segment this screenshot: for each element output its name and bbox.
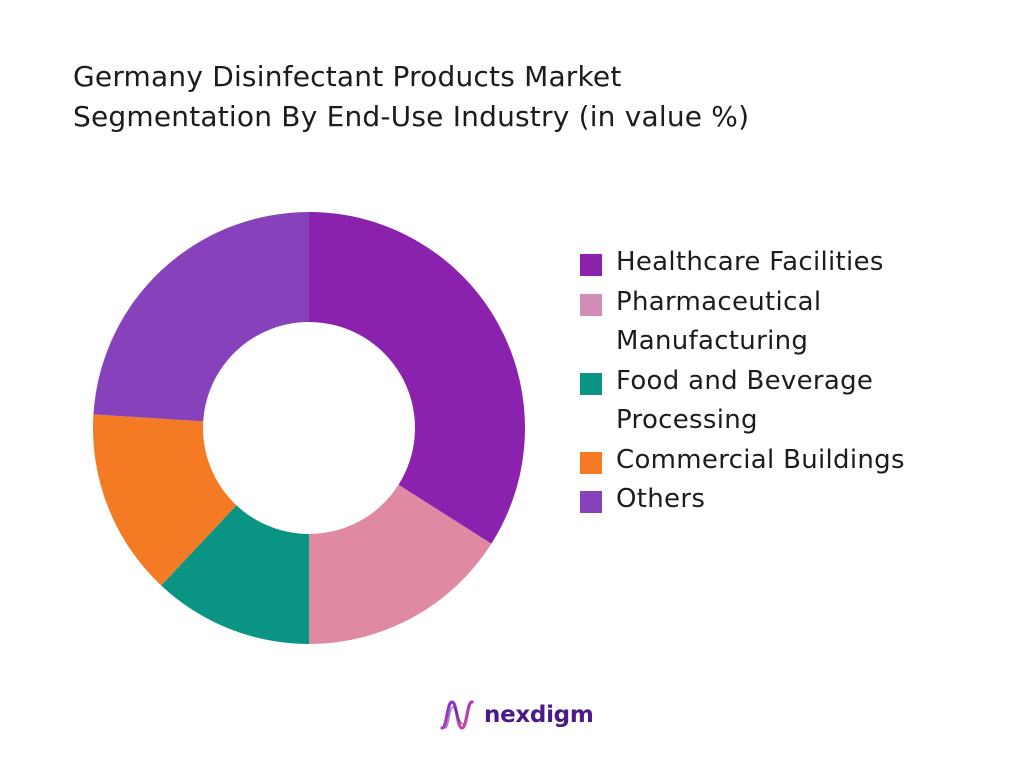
donut-slice-others <box>93 212 309 422</box>
donut-slice-commercial-buildings <box>93 414 237 586</box>
donut-chart <box>93 212 525 644</box>
chart-title-line-1: Germany Disinfectant Products Market <box>73 60 622 93</box>
donut-slice-pharmaceutical-manufacturing <box>309 484 492 644</box>
legend-label-continued: Processing <box>616 405 758 435</box>
chart-title-line-2: Segmentation By End-Use Industry (in val… <box>73 100 750 133</box>
donut-slice-healthcare-facilities <box>309 212 525 544</box>
chart-title: Germany Disinfectant Products Market Seg… <box>73 57 953 137</box>
nexdigm-wave-logo-icon <box>440 700 474 730</box>
legend-swatch <box>580 491 602 513</box>
chart-legend: Healthcare Facilities Pharmaceutical Man… <box>578 243 998 520</box>
legend-swatch <box>580 451 602 474</box>
legend-label: Others <box>616 484 706 514</box>
legend-item-healthcare-facilities: Healthcare Facilities <box>578 243 998 283</box>
legend-label: Healthcare Facilities <box>616 247 884 277</box>
legend-item-pharmaceutical-manufacturing: Pharmaceutical Manufacturing <box>578 283 998 362</box>
legend-swatch <box>580 372 602 395</box>
legend-label: Food and Beverage <box>616 365 874 396</box>
brand-name: nexdigm <box>484 702 594 728</box>
legend-item-others: Others <box>578 480 998 520</box>
legend-item-food-and-beverage-processing: Food and Beverage Processing <box>578 362 998 441</box>
legend-swatch <box>580 254 602 276</box>
brand-logo: nexdigm <box>439 695 594 735</box>
legend-item-commercial-buildings: Commercial Buildings <box>578 441 998 481</box>
legend-swatch <box>580 293 602 316</box>
legend-label: Pharmaceutical <box>616 286 822 317</box>
legend-label: Commercial Buildings <box>616 444 905 475</box>
donut-slice-food-and-beverage-processing <box>161 505 309 644</box>
legend-label-continued: Manufacturing <box>616 326 809 356</box>
